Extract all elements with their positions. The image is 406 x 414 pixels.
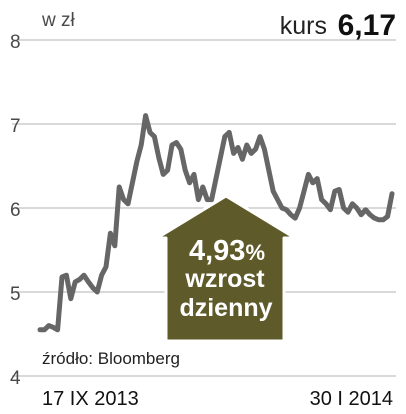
x-start-date-label: 17 IX 2013 <box>42 388 139 410</box>
kurs-label: kurs <box>280 12 327 40</box>
y-tick-label-7: 7 <box>10 116 21 137</box>
badge-line-dzienny: dzienny <box>179 294 272 322</box>
unit-label: w zł <box>41 10 76 31</box>
daily-change-badge: 4,93% wzrost dzienny <box>155 194 297 343</box>
y-tick-label-5: 5 <box>10 284 21 305</box>
kurs-value: 6,17 <box>338 9 396 42</box>
x-end-date-label: 30 I 2014 <box>310 388 393 410</box>
price-series-line <box>37 113 395 333</box>
y-tick-label-6: 6 <box>10 200 21 221</box>
badge-change-value: 4,93% <box>189 235 265 267</box>
up-arrow-badge <box>155 194 297 343</box>
y-tick-label-4: 4 <box>10 368 21 389</box>
y-axis-tick-labels: 4 5 6 7 8 <box>10 32 21 389</box>
badge-line-wzrost: wzrost <box>184 265 265 293</box>
y-tick-label-8: 8 <box>10 32 21 53</box>
source-label: źródło: Bloomberg <box>42 349 180 368</box>
